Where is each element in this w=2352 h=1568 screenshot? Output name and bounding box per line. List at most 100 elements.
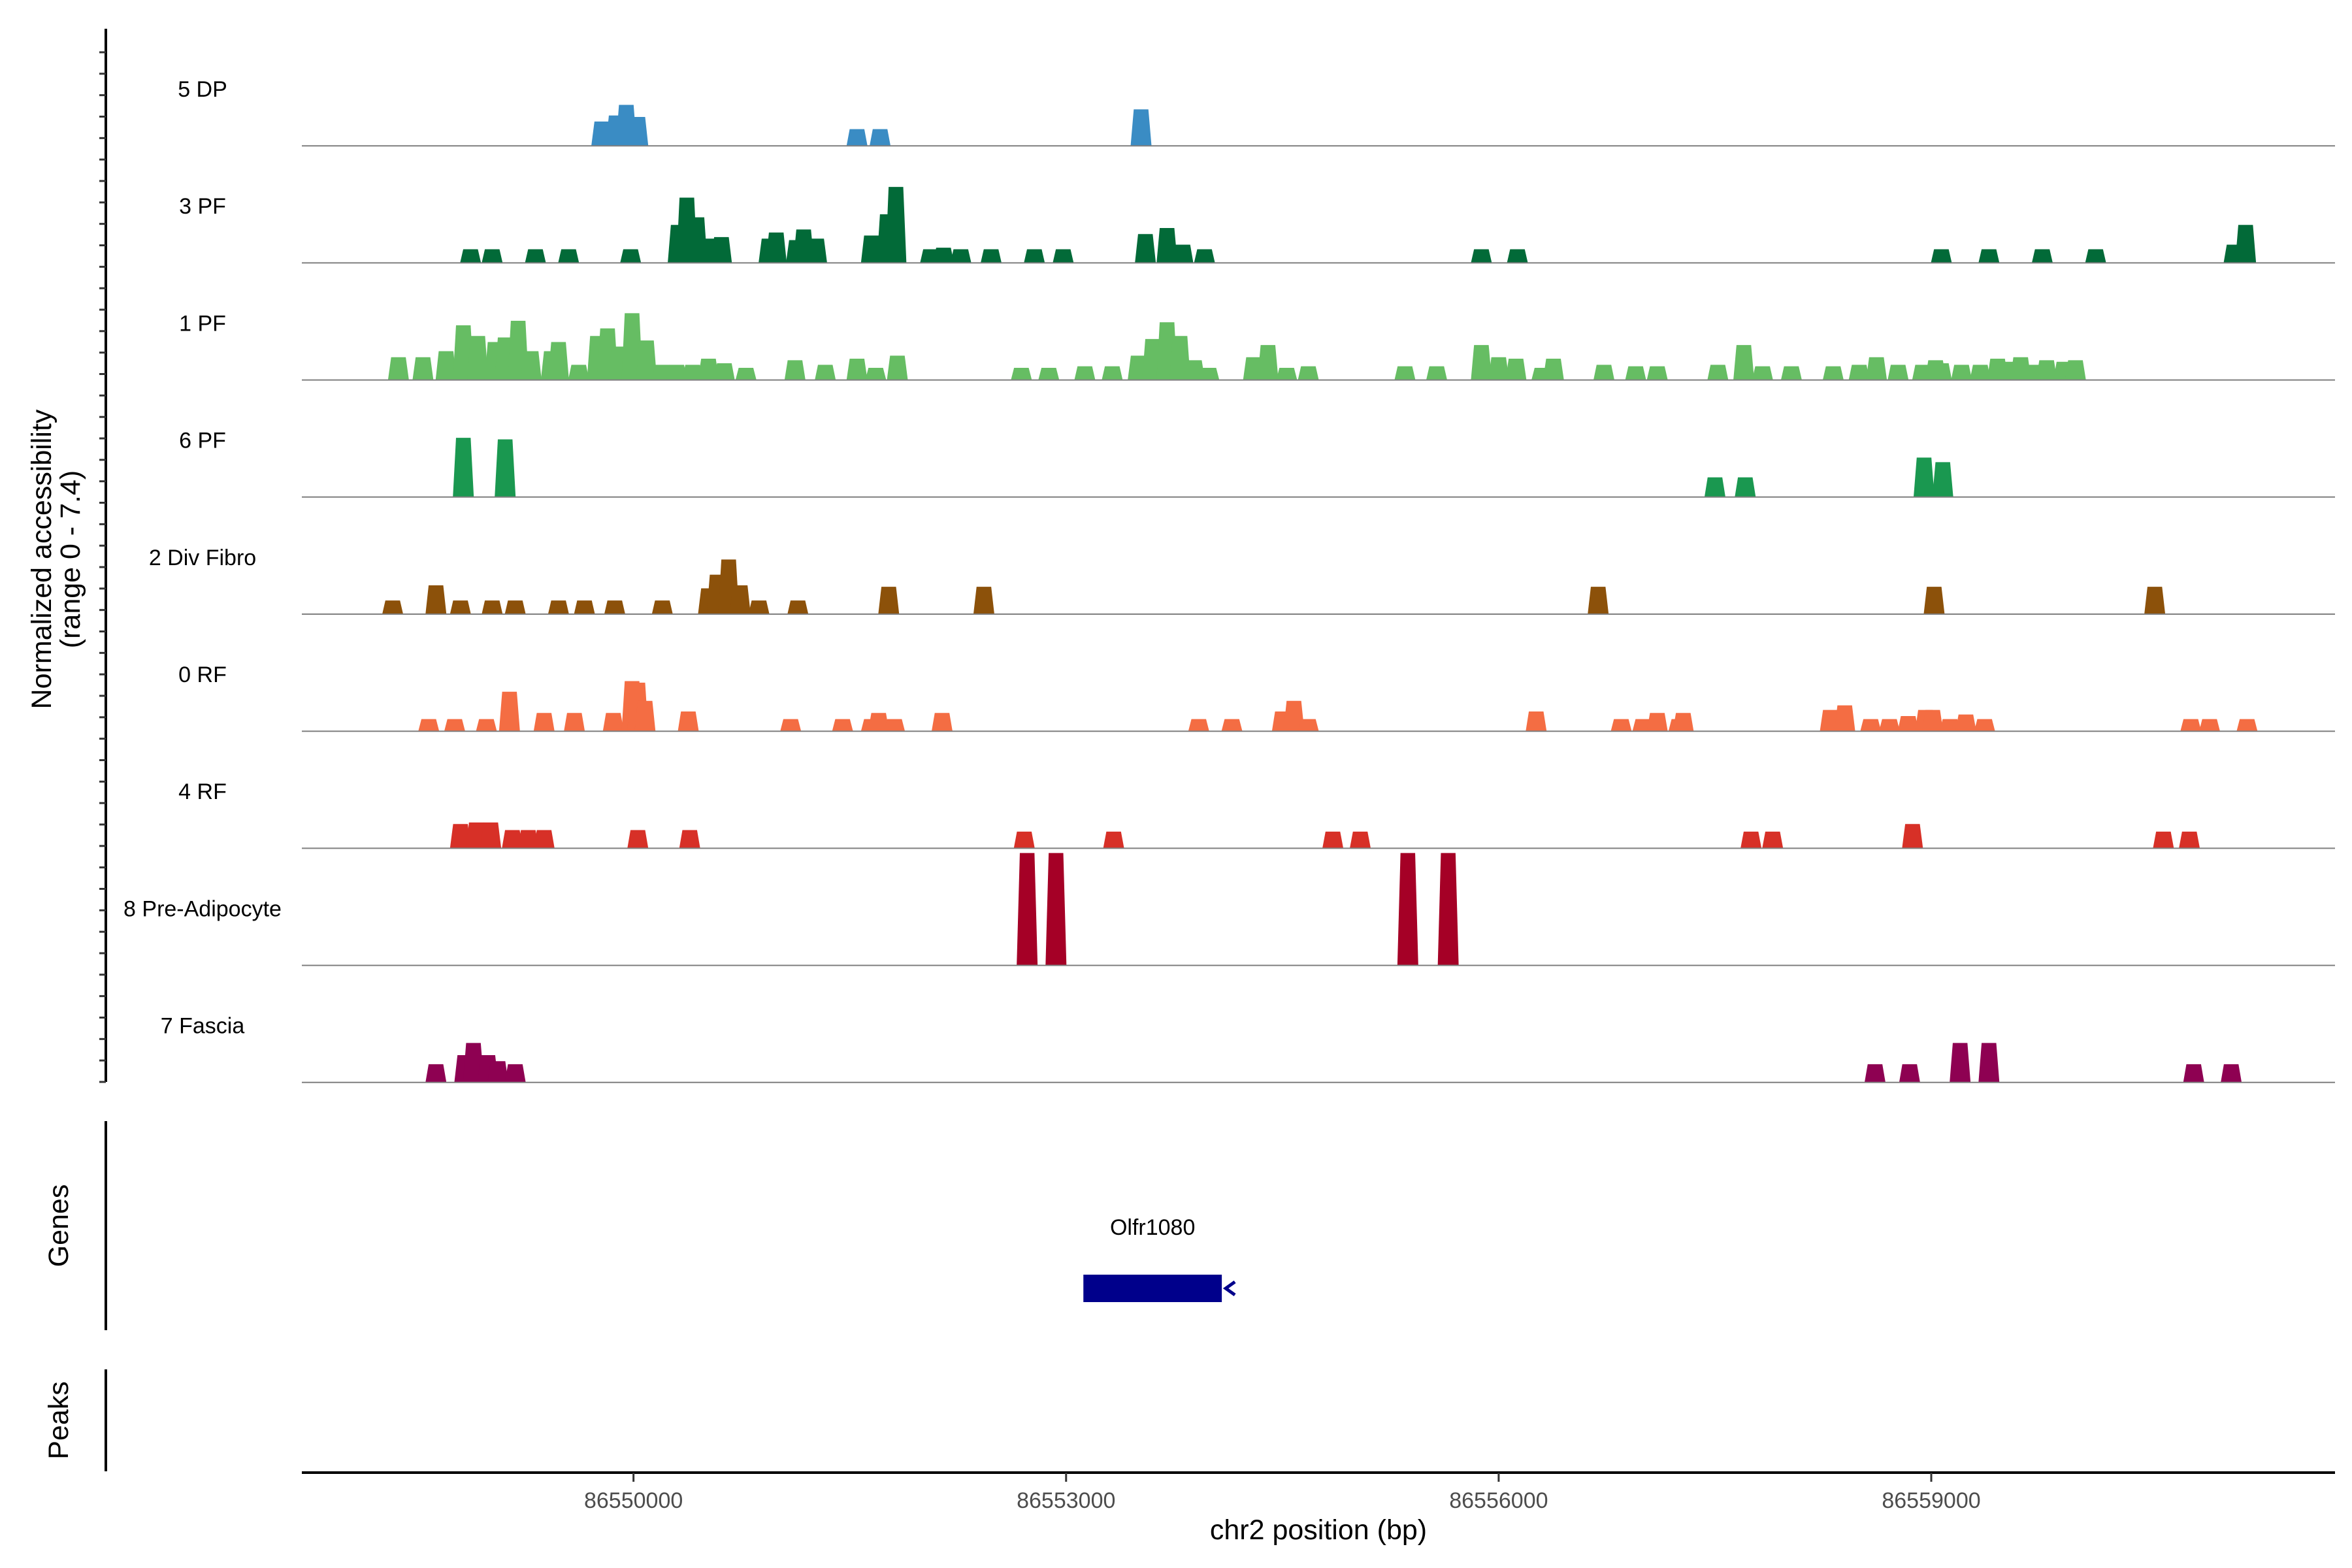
coverage-peak: [2036, 360, 2057, 380]
coverage-peak: [1866, 357, 1887, 380]
coverage-peak: [1298, 719, 1319, 732]
coverage-peak: [568, 365, 589, 380]
coverage-peak: [698, 359, 719, 380]
coverage-peak: [435, 351, 457, 380]
coverage-peak: [487, 1061, 509, 1083]
peaks-axis-title: Peaks: [43, 1381, 74, 1460]
coverage-peak: [1860, 719, 1882, 732]
track-label: 1 PF: [179, 311, 226, 336]
coverage-peak: [1397, 853, 1418, 966]
coverage-peak: [467, 336, 489, 380]
coverage-peak: [678, 711, 699, 732]
track-3: 1 PF: [179, 311, 2335, 381]
coverage-peak: [2085, 249, 2106, 263]
coverage-peak: [502, 830, 523, 849]
coverage-peak: [1350, 831, 1371, 849]
coverage-peak: [482, 249, 503, 263]
coverage-peak: [1931, 249, 1952, 263]
coverage-peak: [1593, 365, 1615, 380]
coverage-peak: [1437, 853, 1459, 966]
coverage-peak: [711, 237, 732, 263]
coverage-peak: [1221, 719, 1243, 732]
track-6: 0 RF: [178, 662, 2335, 732]
coverage-peak: [2065, 360, 2086, 380]
track-label: 8 Pre-Adipocyte: [123, 896, 282, 921]
gene-label: Olfr1080: [1110, 1215, 1195, 1240]
coverage-peak: [1913, 457, 1935, 497]
coverage-peak: [634, 700, 656, 732]
track-2: 3 PF: [179, 187, 2335, 264]
coverage-peak: [787, 600, 809, 614]
coverage-peak: [2183, 1064, 2204, 1083]
coverage-peak: [504, 600, 526, 614]
coverage-peak: [1045, 853, 1067, 966]
coverage-peak: [1184, 360, 1205, 380]
coverage-peak: [1426, 366, 1447, 380]
coverage-peak: [878, 587, 900, 614]
coverage-peak: [1970, 365, 1991, 380]
coverage-peak: [620, 249, 642, 263]
coverage-peak: [525, 249, 546, 263]
coverage-peak: [1257, 345, 1279, 380]
coverage-peak: [2235, 225, 2257, 263]
coverage-peak: [1974, 719, 1995, 732]
tracks-layer: 5 DP 3 PF 1 PF 6 PF 2 Div Fibro 0 RF 4 RF 8 Pre…: [123, 77, 2335, 1083]
coverage-peak: [574, 600, 595, 614]
coverage-peak: [1156, 227, 1178, 263]
track-7: 4 RF: [178, 779, 2335, 849]
coverage-peak: [418, 719, 440, 732]
coverage-peak: [1978, 1043, 2000, 1083]
coverage-peak: [2221, 1064, 2242, 1083]
y-axis-title-line2: (range 0 - 7.4): [55, 470, 86, 648]
coverage-peak: [564, 713, 585, 732]
coverage-peak: [1707, 365, 1729, 380]
coverage-peak: [2180, 719, 2202, 732]
x-axis-ticks: 86550000 86553000 86556000 86559000: [584, 1473, 1981, 1513]
coverage-peak: [449, 824, 471, 849]
coverage-peak: [1922, 710, 1944, 732]
coverage-peak: [387, 357, 409, 380]
coverage-peak: [547, 600, 569, 614]
coverage-peak: [1752, 366, 1773, 380]
coverage-peak: [1673, 713, 1694, 732]
coverage-peak: [1646, 713, 1668, 732]
coverage-peak: [1955, 714, 1976, 732]
coverage-peak: [1735, 477, 1756, 497]
coverage-peak: [533, 713, 555, 732]
coverage-peak: [425, 585, 447, 614]
coverage-peak: [382, 600, 404, 614]
coverage-peak: [1887, 365, 1909, 380]
coverage-peak: [868, 713, 889, 732]
coverage-peak: [1194, 249, 1215, 263]
coverage-peak: [1625, 366, 1646, 380]
coverage-peak: [1978, 249, 2000, 263]
coverage-peak: [1822, 366, 1844, 380]
coverage-peak: [2198, 719, 2220, 732]
coverage-peak: [449, 600, 471, 614]
coverage-peak: [1283, 700, 1305, 732]
coverage-peak: [1038, 368, 1060, 380]
coverage-peak: [1507, 249, 1528, 263]
gene-strand-arrow: [1222, 1280, 1236, 1297]
coverage-peak: [2236, 719, 2258, 732]
coverage-peak: [651, 600, 673, 614]
coverage-peak: [482, 600, 503, 614]
track-label: 6 PF: [179, 429, 226, 453]
coverage-peak: [887, 355, 908, 380]
coverage-peak: [621, 313, 643, 380]
coverage-peak: [1169, 336, 1191, 380]
coverage-peak: [558, 249, 580, 263]
y-axis-ticks: [99, 51, 106, 1083]
coverage-peak: [1902, 824, 1923, 849]
coverage-peak: [444, 719, 465, 732]
coverage-peak: [1762, 831, 1784, 849]
coverage-peak: [520, 351, 542, 380]
coverage-peak: [780, 719, 802, 732]
coverage-peak: [1103, 831, 1124, 849]
coverage-peak: [1733, 345, 1755, 380]
coverage-peak: [1780, 366, 1802, 380]
coverage-peak: [1526, 711, 1547, 732]
coverage-peak: [1198, 368, 1220, 380]
